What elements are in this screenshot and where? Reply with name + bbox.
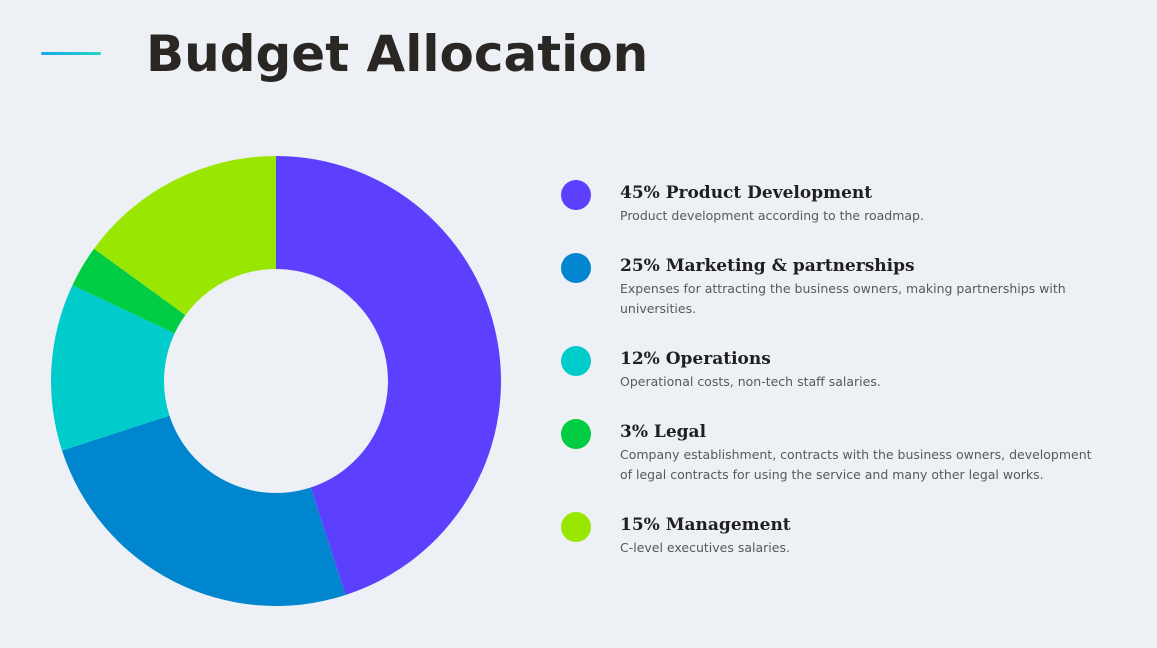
legend-item-description: Expenses for attracting the business own… [620,281,1066,316]
donut-slice-0 [276,156,501,595]
legend-color-dot [561,346,591,376]
legend-color-dot [561,253,591,283]
legend-item-description: Operational costs, non-tech staff salari… [620,374,881,389]
legend-item-title: 12% Operations [620,349,771,369]
legend-item-title: 25% Marketing & partnerships [620,256,915,276]
legend-item-title: 15% Management [620,515,791,535]
legend-item: 15% Management C-level executives salarie… [560,512,1100,558]
legend-item-title: 45% Product Development [620,183,873,203]
legend-color-dot [561,419,591,449]
donut-slice-1 [62,415,346,606]
legend-color-dot [561,512,591,542]
title-accent-line [41,52,101,55]
legend-item: 25% Marketing & partnerships Expenses for… [560,253,1100,319]
legend-item: 12% Operations Operational costs, non-tec… [560,346,1100,392]
donut-chart [51,156,501,606]
legend-item-description: Product development according to the roa… [620,208,924,223]
chart-legend: 45% Product Development Product developme… [560,180,1100,558]
legend-item-description: Company establishment, contracts with th… [620,447,1092,482]
legend-item-title: 3% Legal [620,422,707,442]
donut-slice-3 [72,248,186,334]
legend-item: 3% Legal Company establishment, contracts… [560,419,1100,485]
legend-item-description: C-level executives salaries. [620,540,790,555]
donut-slice-4 [93,156,276,316]
legend-item: 45% Product Development Product developme… [560,180,1100,226]
page-title: Budget Allocation [146,25,649,83]
donut-slice-2 [51,285,175,451]
legend-color-dot [561,180,591,210]
